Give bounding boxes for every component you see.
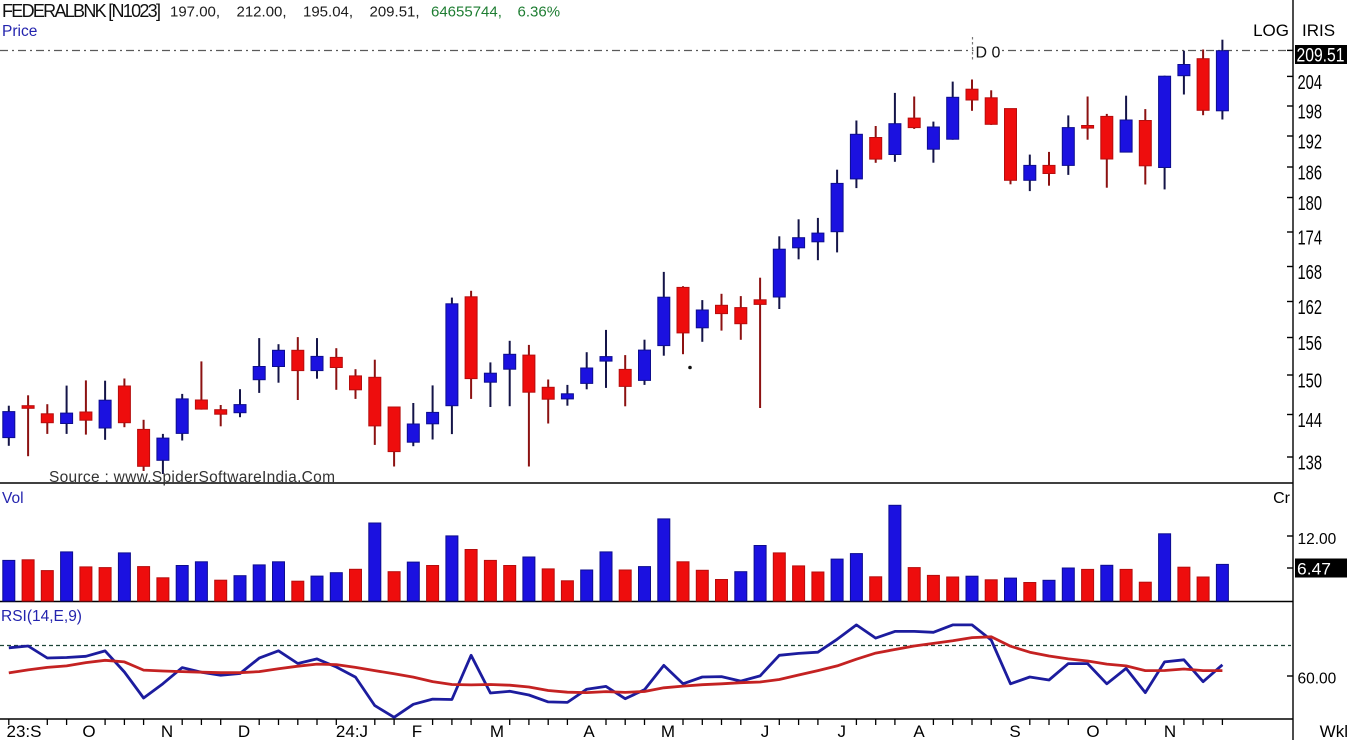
svg-text:RSI(14,E,9): RSI(14,E,9): [1, 608, 82, 625]
svg-text:162: 162: [1298, 297, 1323, 319]
svg-text:195.04,: 195.04,: [303, 4, 353, 21]
svg-text:IRIS: IRIS: [1302, 21, 1335, 40]
svg-text:S: S: [1009, 722, 1020, 740]
svg-text:197.00,: 197.00,: [170, 4, 220, 21]
svg-text:A: A: [913, 722, 925, 740]
svg-text:J: J: [837, 722, 846, 740]
svg-text:204: 204: [1298, 72, 1323, 94]
svg-text:D 0: D 0: [976, 45, 1001, 62]
svg-text:212.00,: 212.00,: [237, 4, 287, 21]
svg-text:M: M: [490, 722, 504, 740]
svg-text:N: N: [1164, 722, 1176, 740]
svg-text:Price: Price: [2, 23, 37, 40]
svg-text:D: D: [238, 722, 250, 740]
svg-text:Source : www.SpiderSoftwareInd: Source : www.SpiderSoftwareIndia.Com: [49, 469, 335, 486]
svg-text:F: F: [412, 722, 422, 740]
svg-text:O: O: [1086, 722, 1099, 740]
svg-text:24:J: 24:J: [336, 722, 368, 740]
svg-text:Vol: Vol: [2, 490, 24, 507]
svg-text:Cr: Cr: [1273, 490, 1291, 507]
svg-text:FEDERALBNK [N1023]: FEDERALBNK [N1023]: [2, 1, 161, 21]
svg-text:Wkl: Wkl: [1320, 722, 1348, 740]
svg-text:A: A: [583, 722, 595, 740]
svg-text:6.47: 6.47: [1297, 560, 1331, 579]
svg-text:23:S: 23:S: [7, 722, 42, 740]
svg-text:198: 198: [1298, 102, 1323, 124]
svg-text:J: J: [761, 722, 770, 740]
svg-text:180: 180: [1298, 193, 1323, 215]
svg-text:150: 150: [1298, 371, 1323, 393]
svg-text:M: M: [661, 722, 675, 740]
svg-text:144: 144: [1298, 410, 1323, 432]
svg-text:LOG: LOG: [1253, 21, 1289, 40]
svg-text:209.51,: 209.51,: [370, 4, 420, 21]
svg-text:O: O: [82, 722, 95, 740]
svg-text:6.36%: 6.36%: [518, 4, 561, 21]
svg-text:156: 156: [1298, 333, 1323, 355]
svg-text:209.51: 209.51: [1297, 46, 1345, 67]
svg-text:N: N: [161, 722, 173, 740]
svg-text:64655744,: 64655744,: [431, 4, 502, 21]
svg-text:174: 174: [1298, 228, 1323, 250]
svg-text:60.00: 60.00: [1298, 671, 1337, 688]
svg-text:12.00: 12.00: [1298, 531, 1337, 548]
svg-text:192: 192: [1298, 132, 1323, 154]
svg-text:186: 186: [1298, 163, 1323, 185]
svg-text:168: 168: [1298, 262, 1323, 284]
svg-text:138: 138: [1298, 453, 1323, 475]
